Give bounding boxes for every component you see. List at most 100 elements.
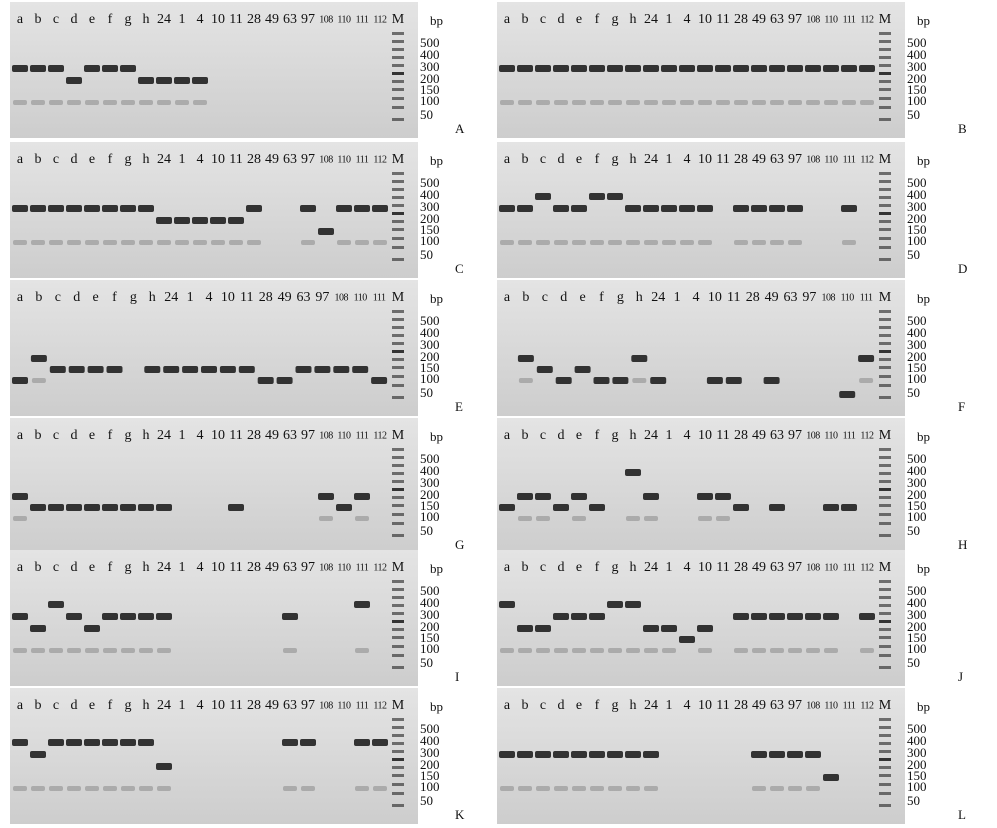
marker-label: 100: [907, 509, 927, 524]
band: [589, 65, 605, 72]
band: [48, 65, 64, 72]
lane-label: 97: [788, 698, 802, 713]
ladder-band: [879, 318, 891, 321]
lane-label: b: [522, 12, 529, 27]
ladder-band: [879, 448, 891, 451]
panel-letter: B: [958, 121, 967, 136]
marker-label: 150: [420, 222, 440, 237]
faint-band: [788, 240, 802, 245]
faint-band: [842, 100, 856, 105]
gel: [10, 2, 418, 138]
faint-band: [752, 240, 766, 245]
faint-band: [806, 648, 820, 653]
band: [589, 193, 605, 200]
band: [805, 613, 821, 620]
ladder-band: [879, 384, 891, 387]
lane-label: f: [108, 428, 113, 443]
band: [49, 366, 66, 373]
faint-band: [536, 648, 550, 653]
ladder-band: [392, 32, 404, 35]
marker-label: 50: [907, 385, 920, 400]
faint-band: [85, 100, 99, 105]
lane-label: 111: [843, 430, 856, 441]
band: [228, 217, 244, 224]
faint-band: [103, 786, 117, 791]
lane-label: 28: [746, 290, 760, 305]
faint-band: [518, 378, 533, 383]
lane-label: 97: [301, 560, 315, 575]
marker-label: 50: [907, 107, 920, 122]
lane-label: g: [125, 698, 132, 713]
band: [571, 613, 587, 620]
marker-label: 500: [907, 721, 927, 736]
ladder-band: [392, 496, 404, 499]
band: [725, 377, 742, 384]
marker-label: 50: [420, 385, 433, 400]
band: [12, 493, 28, 500]
lane-label: 63: [283, 428, 297, 443]
faint-band: [644, 648, 658, 653]
lane-label: 112: [860, 14, 874, 25]
faint-band: [247, 240, 261, 245]
ladder-band: [879, 334, 891, 337]
band: [354, 601, 370, 608]
faint-band: [590, 100, 604, 105]
marker-label: 150: [907, 360, 927, 375]
lane-label: M: [879, 698, 892, 713]
ladder-band: [392, 604, 404, 607]
lane-label: 110: [337, 430, 351, 441]
marker-label: 100: [420, 93, 440, 108]
faint-band: [500, 648, 514, 653]
faint-band: [626, 240, 640, 245]
lane-label: a: [17, 428, 24, 443]
marker-label: 300: [907, 337, 927, 352]
lane-label: 1: [666, 560, 673, 575]
marker-label: 400: [907, 325, 927, 340]
ladder-band: [392, 636, 404, 639]
lane-label: c: [53, 12, 59, 27]
faint-band: [49, 786, 63, 791]
lane-label: 97: [301, 698, 315, 713]
lane-label: 49: [752, 152, 766, 167]
lane-label: 1: [179, 560, 186, 575]
band: [336, 205, 352, 212]
faint-band: [698, 240, 712, 245]
unit-label: bp: [430, 13, 443, 28]
band: [48, 739, 64, 746]
band: [30, 504, 46, 511]
lane-label: 97: [301, 428, 315, 443]
faint-band: [536, 240, 550, 245]
band: [12, 739, 28, 746]
band: [612, 377, 629, 384]
lane-label: 4: [206, 290, 213, 305]
lane-label: 110: [337, 14, 351, 25]
ladder-band: [879, 342, 891, 345]
faint-band: [301, 786, 315, 791]
faint-band: [698, 516, 712, 521]
lane-label: a: [17, 290, 24, 305]
lane-label: b: [35, 698, 42, 713]
band: [858, 355, 875, 362]
lane-label: c: [53, 428, 59, 443]
lane-label: e: [89, 560, 95, 575]
lane-label: a: [504, 428, 511, 443]
faint-band: [788, 100, 802, 105]
band: [643, 751, 659, 758]
panel-letter: F: [958, 399, 965, 414]
band: [30, 205, 46, 212]
band: [12, 205, 28, 212]
band: [697, 625, 713, 632]
lane-label: 110: [337, 562, 351, 573]
band: [823, 504, 839, 511]
band: [371, 377, 388, 384]
lane-label: g: [125, 12, 132, 27]
band: [12, 613, 28, 620]
faint-band: [572, 240, 586, 245]
marker-label: 300: [907, 475, 927, 490]
panel-letter: A: [455, 121, 465, 136]
ladder-band: [392, 350, 404, 353]
ladder-band: [392, 783, 404, 786]
lane-label: 28: [247, 152, 261, 167]
faint-band: [770, 100, 784, 105]
band: [607, 751, 623, 758]
